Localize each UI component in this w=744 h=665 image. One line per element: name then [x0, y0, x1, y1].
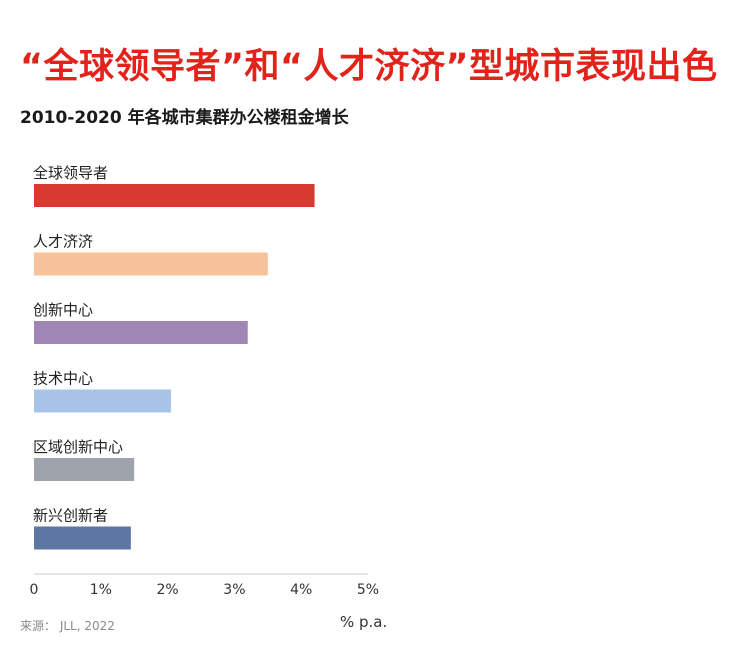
bar — [34, 458, 135, 481]
category-label: 新兴创新者 — [33, 507, 108, 525]
x-axis-ticks: 0 1% 2% 3% 4% 5% — [30, 582, 380, 598]
category-label: 技术中心 — [33, 370, 93, 388]
x-tick-label: 3% — [223, 582, 245, 598]
category-label: 人才济济 — [33, 233, 93, 251]
bar — [34, 526, 131, 550]
category-label: 全球领导者 — [33, 164, 108, 182]
x-tick-label: 5% — [357, 582, 379, 598]
x-tick-label: 4% — [290, 582, 312, 598]
category-label: 区域创新中心 — [33, 438, 123, 456]
bar — [34, 184, 315, 207]
bar — [34, 252, 268, 276]
bar — [34, 321, 248, 344]
x-tick-label: 1% — [90, 582, 112, 598]
x-tick-label: 2% — [156, 582, 178, 598]
category-label: 创新中心 — [33, 301, 93, 319]
chart-subtitle: 2010-2020 年各城市集群办公楼租金增长 — [20, 108, 349, 128]
x-axis-unit-label: % p.a. — [340, 613, 388, 631]
chart-title: “全球领导者”和“人才济济”型城市表现出色 — [20, 47, 718, 87]
bar — [34, 389, 171, 413]
source-note: 来源： JLL, 2022 — [20, 619, 115, 633]
x-tick-label: 0 — [30, 582, 39, 598]
